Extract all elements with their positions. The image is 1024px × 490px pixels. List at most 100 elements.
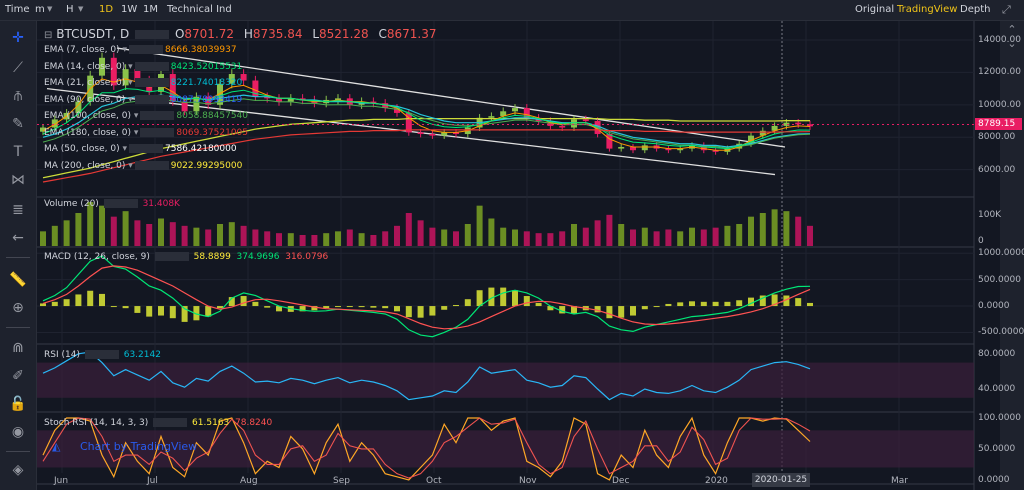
toolbar-time[interactable]: Time bbox=[5, 4, 30, 15]
pattern-icon[interactable]: ⋈ bbox=[11, 172, 25, 188]
indicator-name[interactable]: EMA (21, close, 0) bbox=[44, 78, 126, 88]
magnet-icon[interactable]: ⋒ bbox=[12, 340, 24, 356]
volume-bar bbox=[582, 227, 589, 246]
lock-icon[interactable]: 🔓 bbox=[9, 396, 27, 412]
trend-line-icon[interactable]: ⟋ bbox=[13, 60, 23, 76]
chevron-down-icon[interactable]: ▾ bbox=[119, 45, 127, 55]
legend-tools[interactable] bbox=[103, 199, 138, 208]
legend-tools[interactable] bbox=[134, 78, 169, 87]
toolbar-1d[interactable]: 1D bbox=[99, 4, 114, 15]
toolbar-1w[interactable]: 1W bbox=[121, 4, 138, 15]
macd-histogram-bar bbox=[394, 306, 400, 312]
rsi-line bbox=[42, 351, 811, 401]
indicator-name[interactable]: MA (50, close, 0) bbox=[44, 144, 120, 154]
legend-tools[interactable] bbox=[134, 94, 169, 104]
chart-canvas[interactable] bbox=[37, 21, 1000, 490]
macd-legend: MACD (12, 26, close, 9) 58.8899 374.9696… bbox=[44, 252, 328, 262]
indicator-name[interactable]: MA (200, close, 0) bbox=[44, 160, 126, 171]
volume-bar bbox=[547, 233, 554, 246]
indicator-value: 7586.42180000 bbox=[165, 144, 237, 154]
volume-bar bbox=[75, 213, 82, 246]
volume-bar bbox=[405, 213, 412, 246]
toolbar-hours[interactable]: H bbox=[66, 4, 74, 15]
macd-histogram-bar bbox=[323, 306, 330, 309]
legend-tools[interactable] bbox=[140, 111, 175, 120]
stoch-title[interactable]: Stoch RSI (14, 14, 3, 3) bbox=[44, 418, 149, 428]
macd-histogram-bar bbox=[759, 295, 766, 307]
legend-tools[interactable] bbox=[154, 252, 189, 261]
crosshair-icon[interactable]: ✛ bbox=[12, 30, 24, 46]
indicator-name[interactable]: EMA (7, close, 0) bbox=[44, 45, 120, 55]
collapse-icon[interactable]: ⊟ bbox=[44, 30, 53, 41]
candle-body bbox=[771, 125, 778, 131]
indicator-legend-row: EMA (21, close, 0) ▾ 8221.74018320 bbox=[44, 78, 242, 88]
back-arrow-icon[interactable]: ← bbox=[12, 230, 24, 246]
macd-histogram-bar bbox=[653, 306, 660, 308]
macd-histogram-bar bbox=[783, 295, 790, 307]
chevron-down-icon[interactable]: ▾ bbox=[125, 78, 133, 88]
candle-body bbox=[122, 69, 129, 86]
macd-title[interactable]: MACD (12, 26, close, 9) bbox=[44, 252, 150, 262]
chevron-down-icon[interactable]: ▾ bbox=[119, 144, 127, 154]
macd-histogram-bar bbox=[75, 294, 82, 307]
volume-bar bbox=[464, 224, 471, 246]
volume-title[interactable]: Volume (20) bbox=[44, 199, 99, 209]
fib-icon[interactable]: ≣ bbox=[12, 202, 24, 218]
ruler-icon[interactable]: 📏 bbox=[9, 272, 27, 288]
chevron-down-icon[interactable]: ▾ bbox=[125, 94, 133, 105]
ema180-line bbox=[42, 129, 811, 183]
indicator-name[interactable]: EMA (14, close, 0) bbox=[44, 61, 126, 72]
text-icon[interactable]: T bbox=[13, 144, 23, 160]
toolbar-tradingview[interactable]: TradingView bbox=[897, 4, 958, 15]
stoch-legend: Stoch RSI (14, 14, 3, 3) 61.5163 78.8240 bbox=[44, 418, 272, 428]
chevron-up-icon[interactable]: ⌃ bbox=[1007, 23, 1017, 36]
toolbar-minutes[interactable]: m bbox=[35, 4, 45, 15]
macd-histogram-bar bbox=[99, 293, 105, 307]
legend-tools[interactable] bbox=[134, 61, 169, 71]
indicator-name[interactable]: EMA (90, close, 0) bbox=[44, 94, 126, 105]
toolbar-1m[interactable]: 1M bbox=[143, 4, 158, 15]
macd-signal-line bbox=[42, 265, 811, 330]
rsi-title[interactable]: RSI (14) bbox=[44, 350, 80, 360]
candle-body bbox=[759, 130, 766, 136]
chevron-down-icon[interactable]: ▾ bbox=[125, 61, 133, 72]
indicator-name[interactable]: EMA (100, close, 0) bbox=[44, 111, 132, 121]
volume-bar bbox=[724, 225, 731, 246]
legend-tools[interactable] bbox=[129, 144, 163, 153]
indicator-name[interactable]: EMA (180, close, 0) bbox=[44, 127, 132, 138]
chevron-down-icon[interactable]: ▼ bbox=[78, 5, 84, 13]
legend-tools[interactable] bbox=[135, 30, 170, 39]
chevron-down-icon[interactable]: ▾ bbox=[131, 127, 139, 138]
toolbar-technical-indicators[interactable]: Technical Ind bbox=[167, 4, 232, 15]
right-toolbar: ⌃ ⌄ bbox=[1000, 21, 1024, 490]
volume-bar bbox=[323, 233, 330, 246]
chevron-down-icon[interactable]: ⌄ bbox=[1007, 37, 1017, 50]
fullscreen-icon[interactable]: ⤢ bbox=[1002, 3, 1011, 16]
symbol-name[interactable]: BTCUSDT, D bbox=[56, 27, 130, 41]
macd-histogram-bar bbox=[748, 297, 754, 307]
volume-bar bbox=[748, 216, 754, 246]
legend-tools[interactable] bbox=[153, 418, 188, 427]
volume-bar bbox=[795, 216, 802, 246]
legend-tools[interactable] bbox=[140, 127, 175, 137]
chevron-down-icon[interactable]: ▾ bbox=[131, 111, 139, 121]
zoom-icon[interactable]: ⊕ bbox=[12, 300, 24, 316]
tradingview-watermark[interactable]: ◭ Chart by TradingView bbox=[52, 440, 197, 453]
chevron-down-icon[interactable]: ▼ bbox=[47, 5, 53, 13]
volume-bar bbox=[783, 211, 790, 246]
chevron-down-icon[interactable]: ▾ bbox=[125, 160, 133, 171]
trash-icon[interactable]: ◈ bbox=[12, 462, 24, 478]
toolbar-original[interactable]: Original bbox=[855, 4, 895, 15]
candle-body bbox=[217, 83, 223, 105]
eye-icon[interactable]: ◉ bbox=[11, 424, 25, 440]
legend-tools[interactable] bbox=[84, 350, 119, 359]
lock-pencil-icon[interactable]: ✐ bbox=[12, 368, 24, 384]
pitchfork-icon[interactable]: ⫚ bbox=[13, 88, 23, 104]
legend-tools[interactable] bbox=[134, 160, 169, 170]
price-tick-label: 14000.00 bbox=[978, 34, 1021, 45]
brush-icon[interactable]: ✎ bbox=[12, 116, 24, 132]
candle-body bbox=[405, 112, 412, 133]
legend-tools[interactable] bbox=[128, 45, 163, 54]
candle-body bbox=[606, 134, 613, 149]
toolbar-depth[interactable]: Depth bbox=[960, 4, 991, 15]
